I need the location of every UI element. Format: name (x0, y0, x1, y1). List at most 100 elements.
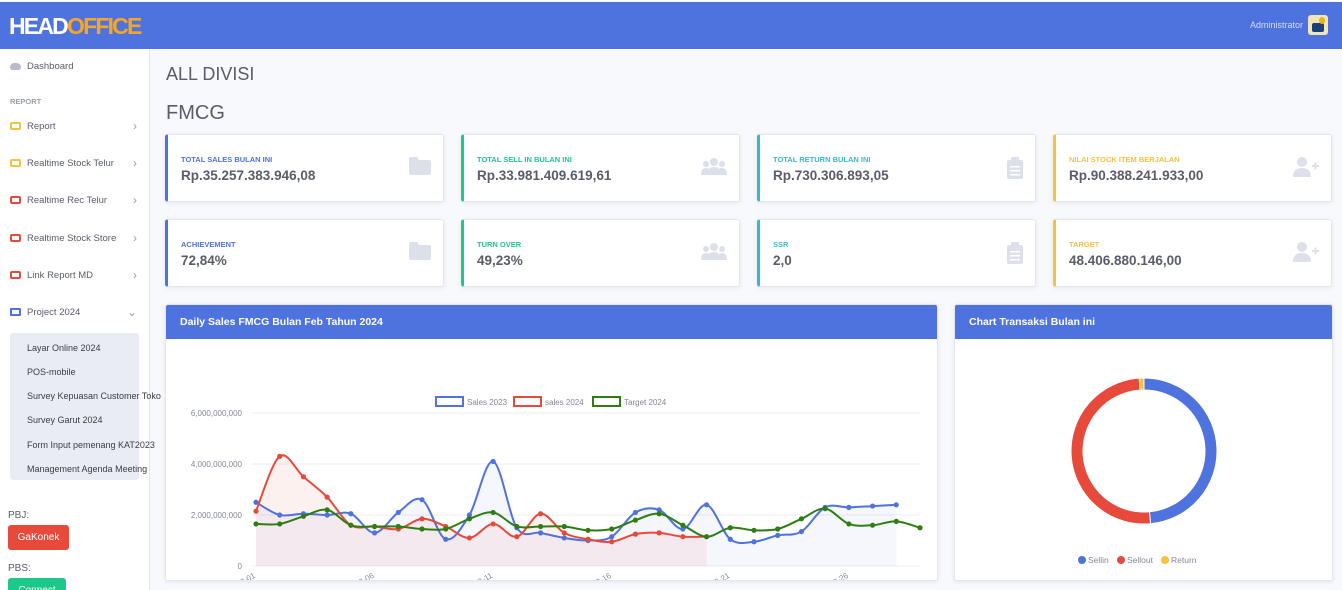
data-point (609, 526, 615, 532)
chevron-right-icon: › (133, 268, 137, 282)
legend-dot (1078, 556, 1086, 564)
legend-swatch (435, 396, 464, 407)
section-heading-report: REPORT (10, 97, 42, 106)
card-label: SSR (773, 240, 789, 249)
data-point (680, 526, 686, 532)
sidebar-item-label: Realtime Stock Telur (27, 157, 114, 169)
sidebar-item-label: Link Report MD (27, 269, 93, 281)
lock-yellow-icon (10, 122, 21, 130)
donut-slice (1143, 377, 1218, 525)
user-menu[interactable]: Administrator (1250, 15, 1328, 35)
transaksi-title: Chart Transaksi Bulan ini (955, 305, 1332, 339)
pbs-status-button[interactable]: Connect (8, 578, 66, 590)
submenu-item-form-input[interactable]: Form Input pemenang KAT2023 (27, 440, 155, 450)
data-point (561, 535, 567, 541)
legend-dot (1117, 556, 1125, 564)
data-point (751, 527, 757, 533)
sidebar-item-realtime-stock-telur[interactable]: Realtime Stock Telur › (10, 154, 140, 172)
card-target: TARGET 48.406.880.146,00 (1053, 219, 1332, 287)
x-tick-label: 02-01 (235, 571, 258, 580)
legend-label: Sellin (1088, 555, 1109, 565)
chevron-down-icon: ⌄ (126, 305, 137, 319)
data-point (300, 513, 307, 519)
data-point (348, 522, 354, 528)
clipboard-icon (1007, 242, 1023, 264)
sidebar: Dashboard REPORT Report › Realtime Stock… (0, 49, 161, 590)
sidebar-item-label: Project 2024 (27, 306, 81, 318)
data-point (537, 523, 544, 530)
avatar[interactable] (1308, 15, 1328, 35)
data-point (371, 523, 378, 530)
x-tick-label: 02-21 (709, 571, 732, 580)
data-point (893, 518, 899, 524)
submenu-item-layar-online[interactable]: Layar Online 2024 (27, 343, 101, 353)
data-point (822, 506, 828, 512)
daily-sales-chart: 0 2,000,000,000 4,000,000,000 6,000,000,000… (191, 396, 923, 580)
submenu-item-survey-garut[interactable]: Survey Garut 2024 (27, 415, 103, 425)
submenu-item-survey-kepuasan[interactable]: Survey Kepuasan Customer Toko (27, 391, 161, 401)
sidebar-item-link-report-md[interactable]: Link Report MD › (10, 266, 140, 284)
sidebar-item-realtime-rec-telur[interactable]: Realtime Rec Telur › (10, 191, 140, 209)
card-value: 72,84% (181, 253, 227, 268)
lock-red-icon (10, 196, 21, 204)
series-area (256, 455, 707, 566)
data-point (324, 507, 330, 513)
data-point (632, 531, 639, 537)
data-point (253, 521, 259, 527)
data-point (277, 512, 283, 518)
legend-label: Sellout (1127, 555, 1154, 565)
legend-swatch (592, 396, 621, 407)
y-tick-label: 6,000,000,000 (191, 409, 243, 418)
sidebar-item-label: Realtime Rec Telur (27, 194, 108, 206)
submenu-item-pos-mobile[interactable]: POS-mobile (27, 367, 76, 377)
data-point (466, 516, 473, 522)
data-point (869, 503, 876, 509)
data-point (680, 522, 686, 528)
series-area (256, 461, 897, 566)
data-point (466, 512, 473, 518)
sidebar-item-dashboard[interactable]: Dashboard (10, 57, 140, 75)
legend-label: sales 2024 (545, 398, 584, 407)
legend-label: Return (1171, 555, 1197, 565)
folder-icon (409, 157, 431, 175)
card-value: Rp.35.257.383.946,08 (181, 168, 316, 183)
data-point (514, 523, 520, 530)
sidebar-item-realtime-stock-store[interactable]: Realtime Stock Store › (10, 229, 140, 247)
legend-label: Sales 2023 (467, 398, 508, 407)
card-label: NILAI STOCK ITEM BERJALAN (1069, 155, 1180, 164)
card-value: 2,0 (773, 253, 792, 268)
pbj-status-button[interactable]: GaKonek (8, 525, 69, 550)
lock-yellow-icon (10, 159, 21, 167)
app-logo[interactable]: HEADOFFICE (9, 13, 142, 39)
card-value: 49,23% (477, 253, 523, 268)
data-point (514, 534, 520, 540)
data-point (846, 504, 852, 510)
data-point (395, 509, 401, 516)
data-point (917, 525, 923, 531)
card-label: TARGET (1069, 240, 1100, 249)
data-point (798, 528, 805, 535)
data-point (727, 536, 733, 542)
card-turn-over: TURN OVER 49,23% (461, 219, 740, 287)
pbj-label: PBJ: (8, 510, 30, 521)
legend-label: Target 2024 (624, 398, 667, 407)
sidebar-item-report[interactable]: Report › (10, 117, 140, 135)
data-point (656, 511, 662, 517)
daily-sales-title: Daily Sales FMCG Bulan Feb Tahun 2024 (166, 305, 937, 339)
chevron-right-icon: › (133, 156, 137, 170)
data-point (893, 502, 899, 508)
submenu-item-management-agenda[interactable]: Management Agenda Meeting (27, 464, 148, 474)
card-value: Rp.33.981.409.619,61 (477, 168, 612, 183)
transaksi-panel: Chart Transaksi Bulan ini Sellin Sellout R… (954, 304, 1333, 581)
data-point (277, 453, 283, 459)
data-point (775, 532, 781, 538)
pbs-label: PBS: (8, 563, 31, 574)
card-value: Rp.90.388.241.933,00 (1069, 168, 1204, 183)
y-tick-label: 0 (238, 562, 243, 571)
data-point (751, 539, 757, 545)
data-point (609, 539, 615, 545)
data-point (419, 526, 425, 532)
data-point (443, 536, 449, 542)
sidebar-item-project-2024[interactable]: Project 2024 ⌄ (10, 303, 140, 321)
